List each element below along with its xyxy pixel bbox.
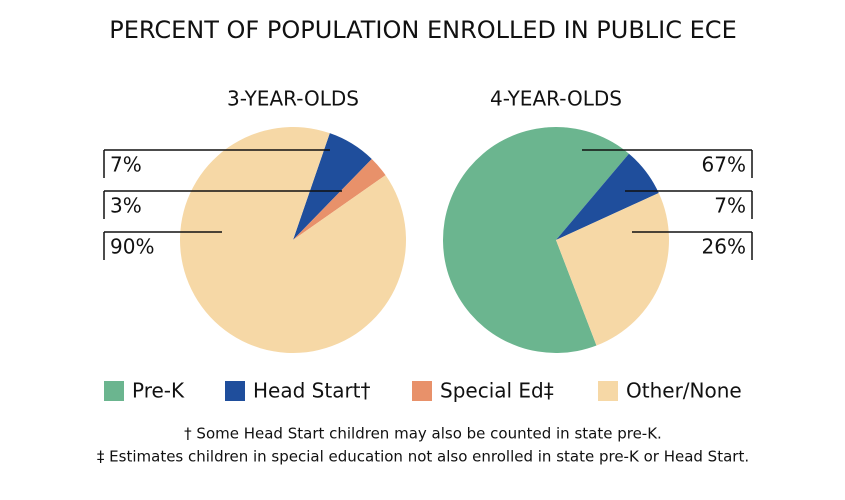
legend-swatch [225,381,245,401]
value-label: 67% [702,153,746,177]
pie-slice [556,153,659,240]
footnote: † Some Head Start children may also be c… [184,425,662,443]
value-label: 90% [110,235,154,259]
value-label: 7% [110,153,142,177]
legend-swatch [104,381,124,401]
pie-title: 3-YEAR-OLDS [227,87,359,111]
pie-slice [556,192,670,346]
pie-slice [293,133,372,240]
legend-label: Pre-K [132,379,185,403]
value-label: 7% [714,194,746,218]
pie-slice [180,126,406,353]
pie-title: 4-YEAR-OLDS [490,87,622,111]
legend-label: Other/None [626,379,742,403]
footnote: ‡ Estimates children in special educatio… [97,448,749,466]
legend-swatch [412,381,432,401]
chart-title: PERCENT OF POPULATION ENROLLED IN PUBLIC… [109,16,736,44]
value-label: 26% [702,235,746,259]
pie-slice [293,158,386,240]
legend-swatch [598,381,618,401]
legend-label: Head Start† [253,379,371,403]
pie-slice [443,127,629,354]
legend-label: Special Ed‡ [440,379,554,403]
value-label: 3% [110,194,142,218]
